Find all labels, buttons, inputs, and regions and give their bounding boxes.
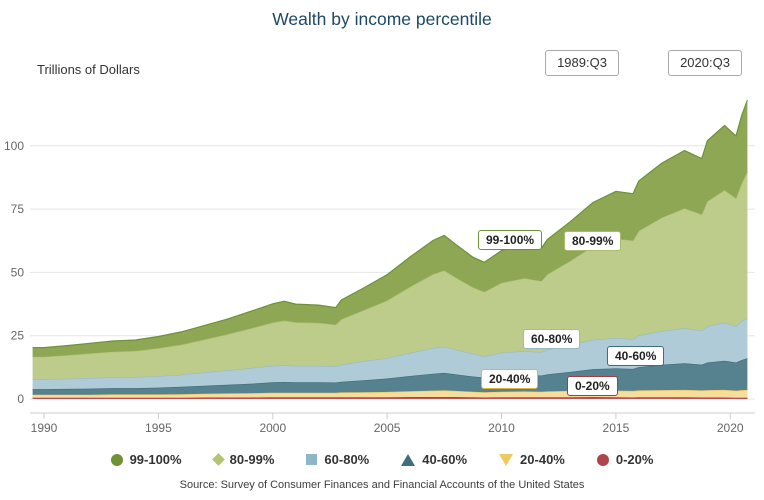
legend-item-0-20[interactable]: 0-20% [596, 452, 654, 467]
source-note: Source: Survey of Consumer Finances and … [179, 479, 585, 491]
legend-label: 99-100% [129, 452, 182, 467]
legend-triangle-down-icon [499, 453, 514, 466]
svg-text:0: 0 [17, 392, 24, 406]
legend: 99-100% 80-99% 60-80% 40-60% 20-40% 0-20… [0, 452, 764, 467]
legend-square-icon [306, 454, 318, 465]
svg-text:1995: 1995 [145, 421, 172, 435]
start-period-button[interactable]: 1989:Q3 [545, 50, 619, 76]
chart-title: Wealth by income percentile [272, 9, 492, 29]
svg-text:75: 75 [11, 202, 25, 216]
legend-item-80-99[interactable]: 80-99% [211, 452, 275, 467]
legend-item-20-40[interactable]: 20-40% [499, 452, 565, 467]
svg-text:50: 50 [11, 265, 25, 279]
legend-diamond-icon [211, 453, 225, 466]
legend-item-40-60[interactable]: 40-60% [401, 452, 467, 467]
svg-text:25: 25 [11, 329, 25, 343]
svg-text:2005: 2005 [374, 421, 401, 435]
legend-label: 40-60% [422, 452, 468, 467]
svg-text:2020: 2020 [717, 421, 744, 435]
legend-label: 60-80% [324, 452, 370, 467]
series-label-60-80: 60-80% [523, 329, 581, 349]
svg-text:100: 100 [4, 139, 24, 153]
svg-text:1990: 1990 [31, 421, 58, 435]
svg-text:2015: 2015 [603, 421, 630, 435]
series-label-0-20: 0-20% [567, 376, 618, 396]
legend-label: 80-99% [229, 452, 275, 467]
legend-label: 0-20% [615, 452, 654, 467]
svg-text:2000: 2000 [259, 421, 286, 435]
legend-triangle-icon [401, 453, 416, 466]
series-label-40-60: 40-60% [607, 346, 665, 366]
series-label-80-99: 80-99% [564, 231, 622, 251]
legend-item-99-100[interactable]: 99-100% [110, 452, 182, 467]
series-label-20-40: 20-40% [481, 369, 539, 389]
legend-item-60-80[interactable]: 60-80% [306, 452, 369, 467]
end-period-button[interactable]: 2020:Q3 [668, 50, 742, 76]
y-axis-title: Trillions of Dollars [37, 62, 140, 77]
series-label-99-100: 99-100% [478, 230, 543, 250]
legend-circle-icon [596, 453, 609, 466]
svg-text:2010: 2010 [488, 421, 515, 435]
legend-label: 20-40% [520, 452, 565, 467]
legend-circle-icon [110, 453, 123, 466]
